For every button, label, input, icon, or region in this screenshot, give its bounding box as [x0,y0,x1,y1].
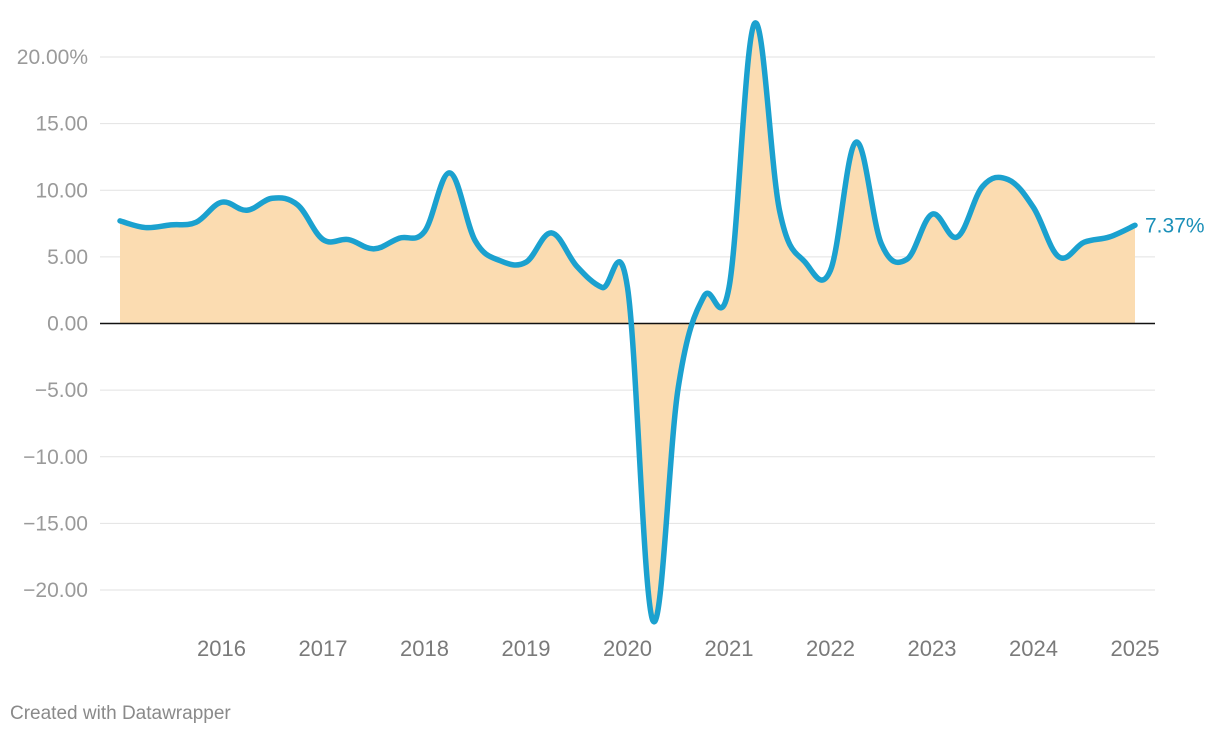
x-tick-label: 2018 [400,636,449,661]
y-tick-label: −20.00 [23,579,88,602]
y-tick-label: 20.00% [17,46,88,69]
area-fill [120,22,1135,622]
x-tick-label: 2024 [1009,636,1058,661]
x-tick-label: 2022 [806,636,855,661]
y-tick-label: 15.00 [35,113,88,136]
end-value-label: 7.37% [1145,214,1205,237]
y-tick-label: −15.00 [23,512,88,535]
area-layer [120,22,1135,622]
x-tick-label: 2016 [197,636,246,661]
x-axis: 2016 2017 2018 2019 2020 2021 2022 2023 2024 2025 [197,636,1159,661]
y-tick-label: −5.00 [35,379,88,402]
credit-text: Created with Datawrapper [10,703,231,724]
x-tick-label: 2020 [603,636,652,661]
line-layer [117,20,1138,625]
x-tick-label: 2025 [1111,636,1160,661]
series-line [117,20,1138,625]
y-tick-label: −10.00 [23,446,88,469]
labels-layer: 7.37% [1145,214,1205,237]
x-tick-label: 2019 [502,636,551,661]
y-tick-label: 5.00 [47,246,88,269]
y-axis: 20.00% 15.00 10.00 5.00 0.00 −5.00 −10.00 −15.0… [17,46,88,602]
x-tick-label: 2021 [705,636,754,661]
y-tick-label: 10.00 [35,179,88,202]
x-tick-label: 2023 [908,636,957,661]
y-tick-label: 0.00 [47,313,88,336]
x-tick-label: 2017 [299,636,348,661]
